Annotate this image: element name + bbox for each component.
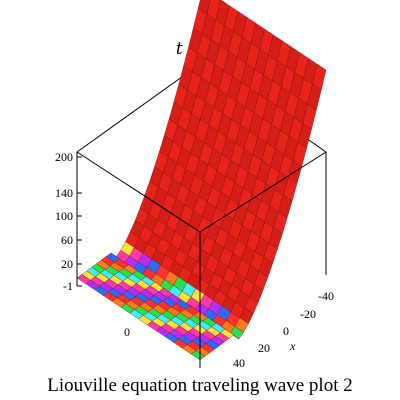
title-variable: t (176, 39, 183, 59)
x-axis: -40-20 0 20 40 x (233, 289, 334, 370)
z-tick-label: 60 (61, 233, 73, 247)
x-tick-label: 20 (258, 341, 270, 355)
y-axis: 0 (124, 325, 130, 339)
x-tick-label: -20 (300, 307, 316, 321)
z-tick-label: 140 (55, 186, 73, 200)
z-tick-label: -1 (63, 279, 73, 293)
x-tick-label: 0 (283, 324, 289, 338)
x-tick-label: -40 (318, 289, 334, 303)
z-tick-label: 200 (55, 150, 73, 164)
surface-mesh (76, 0, 327, 361)
bounding-box-front (76, 151, 327, 368)
x-axis-label: x (289, 339, 296, 353)
x-tick-label: 40 (233, 356, 245, 370)
z-tick-label: 100 (55, 209, 73, 223)
caption: Liouville equation traveling wave plot 2 (47, 375, 353, 396)
z-tick-label: 20 (61, 257, 73, 271)
surface-patch (190, 350, 206, 361)
y-tick-label: 0 (124, 325, 130, 339)
z-axis: 200 140 100 60 20 -1 (55, 150, 82, 293)
